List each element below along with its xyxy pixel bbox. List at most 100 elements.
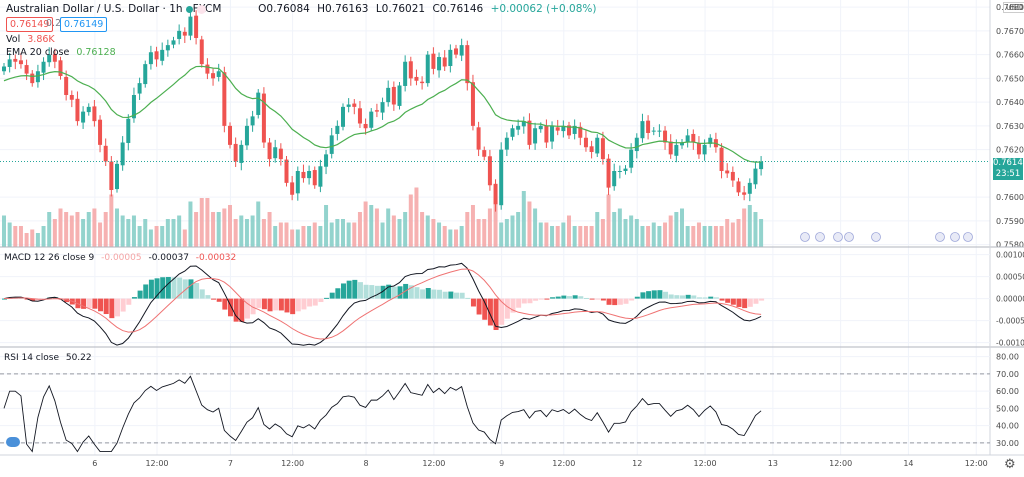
macd-histogram-bar: [290, 298, 296, 315]
volume-bar: [244, 219, 249, 247]
volume-bar: [651, 222, 656, 247]
macd-histogram-bar: [538, 298, 544, 300]
volume-bar: [18, 226, 23, 247]
candle-body: [92, 106, 97, 122]
volume-bar: [572, 226, 577, 247]
volume-bar: [58, 208, 63, 247]
time-tick-label: 8: [364, 459, 369, 468]
volume-bar: [307, 226, 312, 247]
macd-line-value: -0.00037: [148, 253, 189, 263]
macd-histogram-bar: [578, 296, 584, 299]
macd-histogram-bar: [544, 298, 550, 300]
candle-body: [369, 111, 374, 128]
macd-histogram-bar: [199, 289, 205, 299]
macd-histogram-bar: [143, 284, 149, 299]
volume-bar: [52, 219, 57, 247]
macd-histogram-bar: [352, 279, 358, 299]
candle-body: [2, 66, 6, 72]
settings-icon[interactable]: ⚙: [1004, 457, 1016, 472]
candle-body: [267, 142, 272, 160]
candle-body: [651, 130, 656, 132]
macd-histogram-bar: [437, 289, 443, 299]
macd-histogram-bar: [561, 295, 567, 299]
rsi-tick-label: 40.00: [996, 422, 1019, 431]
volume-bar: [414, 187, 419, 247]
candle-body: [589, 146, 594, 152]
symbol-title[interactable]: Australian Dollar / U.S. Dollar · 1h · F…: [6, 3, 222, 15]
macd-histogram-bar: [691, 295, 697, 299]
volume-bar: [374, 208, 379, 247]
bid-price-box[interactable]: 0.76149: [6, 17, 54, 32]
volume-bar: [516, 212, 521, 247]
volume-bar: [437, 222, 442, 247]
volume-bar: [24, 233, 29, 247]
candle-body: [668, 141, 673, 155]
candle-body: [561, 125, 566, 132]
time-tick-label: 6: [92, 459, 97, 468]
change-value: +0.00062 (+0.08%): [490, 3, 597, 15]
candle-body: [154, 51, 159, 60]
macd-histogram-bar: [233, 298, 239, 322]
candle-body: [510, 128, 515, 137]
volume-bar: [13, 226, 18, 247]
macd-histogram-bar: [86, 298, 92, 309]
candle-body: [188, 16, 193, 36]
candle-body: [301, 171, 306, 179]
volume-bar: [120, 215, 125, 247]
volume-bar: [380, 222, 385, 247]
macd-histogram-bar: [92, 298, 98, 309]
macd-histogram-bar: [736, 298, 742, 307]
candle-body: [391, 86, 396, 105]
volume-bar: [75, 212, 80, 247]
volume-bar: [312, 222, 317, 247]
cloud-icon[interactable]: [6, 437, 20, 447]
candle-body: [708, 137, 713, 144]
candle-body: [431, 53, 436, 69]
volume-bar: [550, 226, 555, 247]
candle-body: [374, 110, 379, 112]
rsi-legend: RSI 14 close 50.22: [4, 351, 96, 365]
volume-bar: [431, 219, 436, 247]
candle-body: [634, 137, 639, 152]
volume-value: 3.86K: [27, 34, 55, 45]
candle-body: [115, 163, 119, 190]
macd-histogram-bar: [2, 298, 7, 300]
macd-histogram-bar: [109, 298, 115, 319]
macd-histogram-bar: [454, 292, 459, 299]
volume-bar: [499, 222, 504, 247]
macd-tick-label: -0.00050: [996, 317, 1024, 326]
volume-bar: [685, 226, 690, 247]
volume-bar: [228, 205, 232, 247]
candle-body: [555, 127, 560, 131]
macd-histogram-bar: [273, 298, 279, 311]
macd-histogram-bar: [341, 283, 346, 299]
macd-histogram-bar: [448, 291, 454, 299]
volume-bar: [188, 201, 193, 247]
candle-body: [75, 98, 80, 122]
macd-histogram-bar: [228, 298, 233, 317]
economic-event-icon: [963, 232, 973, 242]
volume-bar: [233, 219, 238, 247]
candle-body: [606, 158, 611, 188]
volume-bar: [177, 215, 182, 247]
ask-price-box[interactable]: 0.76149: [60, 17, 108, 32]
candle-body: [216, 71, 221, 77]
macd-histogram-bar: [493, 298, 499, 331]
alert-icon[interactable]: [197, 5, 206, 14]
candle-body: [194, 15, 199, 39]
candle-body: [476, 127, 481, 150]
volume-bar: [318, 226, 323, 247]
macd-histogram-bar: [397, 286, 403, 299]
macd-histogram-bar: [188, 279, 194, 299]
volume-bar: [278, 222, 283, 247]
volume-bar: [81, 219, 86, 247]
candle-body: [516, 125, 521, 130]
volume-bar: [115, 208, 119, 247]
macd-histogram-bar: [346, 280, 352, 299]
candle-body: [239, 144, 244, 163]
candle-body: [612, 171, 617, 187]
candle-body: [64, 76, 69, 95]
